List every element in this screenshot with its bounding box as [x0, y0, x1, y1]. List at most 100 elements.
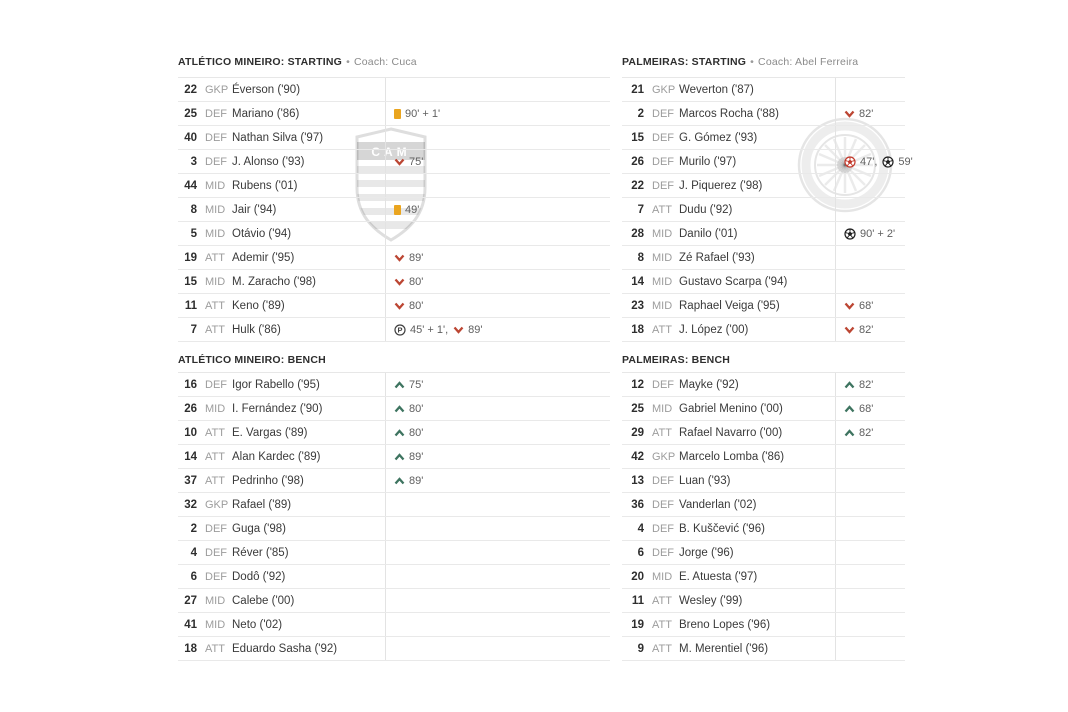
player-row[interactable]: 19 ATT Breno Lopes ('96) — [622, 613, 905, 637]
player-row[interactable]: 27 MID Calebe ('00) — [178, 589, 610, 613]
player-row[interactable]: 11 ATT Keno ('89) 80' — [178, 294, 610, 318]
player-cell: 3 DEF J. Alonso ('93) — [178, 150, 385, 173]
player-row[interactable]: 6 DEF Dodô ('92) — [178, 565, 610, 589]
player-position: DEF — [652, 155, 674, 168]
player-events — [835, 78, 905, 101]
player-position: DEF — [652, 498, 674, 511]
player-name: Ademir ('95) — [232, 251, 295, 264]
player-row[interactable]: 12 DEF Mayke ('92) 82' — [622, 373, 905, 397]
player-row[interactable]: 7 ATT Dudu ('92) — [622, 198, 905, 222]
player-events — [835, 174, 905, 197]
player-row[interactable]: 16 DEF Igor Rabello ('95) 75' — [178, 373, 610, 397]
player-name: G. Gómez ('93) — [679, 131, 758, 144]
player-number: 15 — [184, 275, 197, 288]
player-row[interactable]: 25 MID Gabriel Menino ('00) 68' — [622, 397, 905, 421]
player-row[interactable]: 2 DEF Marcos Rocha ('88) 82' — [622, 102, 905, 126]
player-events: 80' — [385, 270, 610, 293]
player-row[interactable]: 22 DEF J. Piquerez ('98) — [622, 174, 905, 198]
player-name: Rubens ('01) — [232, 179, 298, 192]
player-row[interactable]: 10 ATT E. Vargas ('89) 80' — [178, 421, 610, 445]
player-row[interactable]: 11 ATT Wesley ('99) — [622, 589, 905, 613]
player-position: DEF — [205, 131, 227, 144]
match-event: 89' — [394, 475, 423, 487]
player-number: 5 — [190, 227, 197, 240]
player-row[interactable]: 21 GKP Weverton ('87) — [622, 78, 905, 102]
event-minute: 89' — [409, 450, 424, 463]
event-minute: 59' — [898, 155, 913, 168]
player-row[interactable]: 29 ATT Rafael Navarro ('00) 82' — [622, 421, 905, 445]
palmeiras-starting-header: PALMEIRAS: STARTING • Coach: Abel Ferreira — [622, 55, 905, 77]
player-number: 32 — [184, 498, 197, 511]
player-row[interactable]: 36 DEF Vanderlan ('02) — [622, 493, 905, 517]
player-position: DEF — [652, 474, 674, 487]
player-cell: 41 MID Neto ('02) — [178, 613, 385, 636]
player-name: Rafael ('89) — [232, 498, 292, 511]
player-cell: 10 ATT E. Vargas ('89) — [178, 421, 385, 444]
player-position: DEF — [652, 179, 674, 192]
player-row[interactable]: 26 MID I. Fernández ('90) 80' — [178, 397, 610, 421]
player-row[interactable]: 23 MID Raphael Veiga ('95) 68' — [622, 294, 905, 318]
player-cell: 9 ATT M. Merentiel ('96) — [622, 637, 835, 660]
player-row[interactable]: 4 DEF B. Kuščević ('96) — [622, 517, 905, 541]
player-position: ATT — [205, 474, 225, 487]
player-events: 82' — [835, 318, 905, 341]
player-row[interactable]: 42 GKP Marcelo Lomba ('86) — [622, 445, 905, 469]
player-number: 26 — [184, 402, 197, 415]
player-row[interactable]: 25 DEF Mariano ('86) 90' + 1' — [178, 102, 610, 126]
player-cell: 4 DEF B. Kuščević ('96) — [622, 517, 835, 540]
player-events — [385, 493, 610, 516]
player-position: ATT — [652, 618, 672, 631]
player-number: 26 — [631, 155, 644, 168]
player-events: 80' — [385, 397, 610, 420]
player-row[interactable]: 44 MID Rubens ('01) — [178, 174, 610, 198]
player-row[interactable]: 4 DEF Réver ('85) — [178, 541, 610, 565]
yellow-card-icon — [394, 204, 401, 215]
player-events: 47', 59' — [835, 150, 913, 173]
player-row[interactable]: 15 MID M. Zaracho ('98) 80' — [178, 270, 610, 294]
player-row[interactable]: 9 ATT M. Merentiel ('96) — [622, 637, 905, 661]
player-name: Pedrinho ('98) — [232, 474, 304, 487]
match-event: 82' — [844, 427, 873, 439]
player-position: MID — [205, 227, 226, 240]
player-row[interactable]: 13 DEF Luan ('93) — [622, 469, 905, 493]
player-cell: 8 MID Zé Rafael ('93) — [622, 246, 835, 269]
player-row[interactable]: 28 MID Danilo ('01) 90' + 2' — [622, 222, 905, 246]
player-row[interactable]: 40 DEF Nathan Silva ('97) — [178, 126, 610, 150]
player-row[interactable]: 8 MID Zé Rafael ('93) — [622, 246, 905, 270]
player-events — [835, 565, 905, 588]
player-events — [385, 174, 610, 197]
player-position: ATT — [205, 642, 225, 655]
player-row[interactable]: 37 ATT Pedrinho ('98) 89' — [178, 469, 610, 493]
player-row[interactable]: 32 GKP Rafael ('89) — [178, 493, 610, 517]
sub-off-icon — [844, 110, 855, 118]
player-row[interactable]: 41 MID Neto ('02) — [178, 613, 610, 637]
match-event: 90' + 2' — [844, 228, 895, 240]
player-number: 14 — [631, 275, 644, 288]
player-row[interactable]: 5 MID Otávio ('94) — [178, 222, 610, 246]
player-name: Murilo ('97) — [679, 155, 737, 168]
player-name: Nathan Silva ('97) — [232, 131, 324, 144]
player-row[interactable]: 20 MID E. Atuesta ('97) — [622, 565, 905, 589]
player-cell: 5 MID Otávio ('94) — [178, 222, 385, 245]
player-row[interactable]: 18 ATT J. López ('00) 82' — [622, 318, 905, 342]
player-row[interactable]: 7 ATT Hulk ('86) P 45' + 1', 89' — [178, 318, 610, 342]
event-minute: 47', — [860, 155, 878, 168]
section-title: PALMEIRAS: BENCH — [622, 354, 731, 366]
player-row[interactable]: 14 MID Gustavo Scarpa ('94) — [622, 270, 905, 294]
player-row[interactable]: 2 DEF Guga ('98) — [178, 517, 610, 541]
player-row[interactable]: 19 ATT Ademir ('95) 89' — [178, 246, 610, 270]
player-row[interactable]: 26 DEF Murilo ('97) 47', 59' — [622, 150, 913, 174]
player-row[interactable]: 14 ATT Alan Kardec ('89) 89' — [178, 445, 610, 469]
player-row[interactable]: 6 DEF Jorge ('96) — [622, 541, 905, 565]
sub-on-icon — [394, 452, 405, 460]
player-row[interactable]: 8 MID Jair ('94) 49' — [178, 198, 610, 222]
player-row[interactable]: 18 ATT Eduardo Sasha ('92) — [178, 637, 610, 661]
player-row[interactable]: 15 DEF G. Gómez ('93) — [622, 126, 905, 150]
player-name: Zé Rafael ('93) — [679, 251, 755, 264]
event-minute: 80' — [409, 275, 424, 288]
player-number: 37 — [184, 474, 197, 487]
player-number: 44 — [184, 179, 197, 192]
player-row[interactable]: 3 DEF J. Alonso ('93) 75' — [178, 150, 610, 174]
palmeiras-column: PALMEIRAS: STARTING • Coach: Abel Ferreira… — [622, 55, 913, 661]
player-row[interactable]: 22 GKP Éverson ('90) — [178, 78, 610, 102]
